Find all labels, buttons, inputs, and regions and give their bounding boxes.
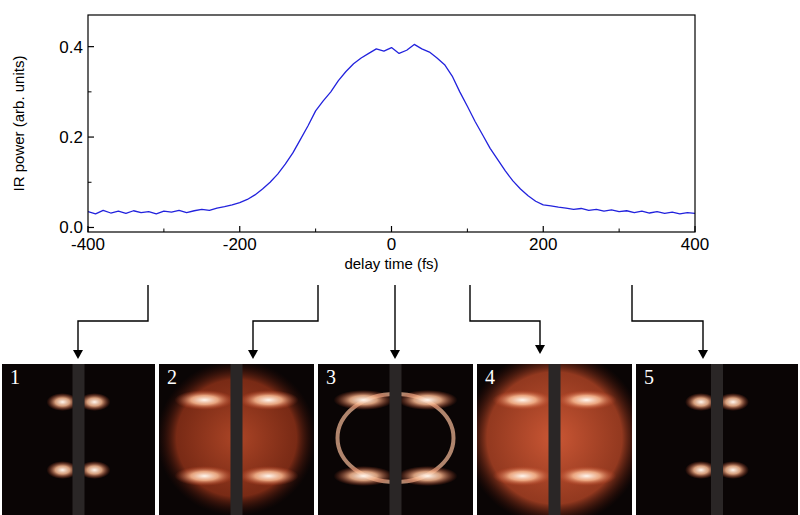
arrow <box>470 285 540 345</box>
x-minor-tick <box>619 229 620 233</box>
ir-power-line <box>88 44 695 214</box>
panel-label: 3 <box>326 366 336 388</box>
bright-lobe <box>239 466 299 486</box>
bright-lobe <box>334 390 394 410</box>
figure: -400 -200 0 200 400 0.0 0.2 0.4 delay time (fs) I… <box>0 0 800 515</box>
x-tick-label: 200 <box>529 235 557 254</box>
bright-lobe <box>398 466 458 486</box>
image-background <box>636 364 798 515</box>
y-minor-tick <box>88 182 92 183</box>
beam-block <box>231 364 243 515</box>
arrow-head <box>73 350 83 359</box>
glow <box>477 364 632 515</box>
bright-lobe <box>334 466 394 486</box>
panel-label: 1 <box>10 366 20 388</box>
bright-lobe <box>493 390 553 410</box>
diffraction-image <box>2 364 155 515</box>
bright-lobe <box>175 390 235 410</box>
bright-lobe <box>398 390 458 410</box>
arrow <box>78 285 148 350</box>
diffraction-image <box>636 364 798 515</box>
x-axis-title: delay time (fs) <box>344 255 438 272</box>
bright-lobe <box>175 466 235 486</box>
y-tick <box>88 136 94 137</box>
x-tick <box>239 226 240 232</box>
arrow-head <box>535 345 545 354</box>
x-minor-tick <box>163 229 164 233</box>
bright-lobe <box>493 466 553 486</box>
y-tick-label: 0.4 <box>59 38 83 57</box>
plot-area <box>88 44 695 214</box>
diffraction-image <box>318 364 473 515</box>
panel-label: 4 <box>485 366 495 388</box>
y-axis-title: IR power (arb. units) <box>10 56 27 192</box>
x-tick-label: -200 <box>223 235 257 254</box>
bright-lobe <box>557 466 617 486</box>
arrow <box>394 285 395 350</box>
beam-block <box>711 364 723 515</box>
image-background <box>2 364 155 515</box>
x-tick-label: 400 <box>681 235 709 254</box>
panel-label: 2 <box>167 366 177 388</box>
x-minor-tick <box>315 229 316 233</box>
x-tick <box>694 226 695 232</box>
beam-block <box>549 364 561 515</box>
arrow-head <box>698 350 708 359</box>
diffraction-image <box>159 364 314 515</box>
y-tick-label: 0.0 <box>59 218 83 237</box>
bright-lobe <box>557 390 617 410</box>
plot-frame <box>88 15 695 232</box>
beam-block <box>390 364 402 515</box>
y-tick-label: 0.2 <box>59 128 83 147</box>
arrow-head <box>248 350 258 359</box>
beam-block <box>73 364 85 515</box>
glow <box>159 364 314 515</box>
arrow <box>253 285 318 350</box>
arrow-head <box>390 350 400 359</box>
x-minor-tick <box>467 229 468 233</box>
y-tick <box>88 227 94 228</box>
arrow <box>632 285 703 350</box>
y-minor-tick <box>88 91 92 92</box>
bright-lobe <box>239 390 299 410</box>
panel-label: 5 <box>644 366 654 388</box>
x-tick <box>391 226 392 232</box>
x-tick-label: 0 <box>387 235 396 254</box>
x-tick <box>543 226 544 232</box>
image-background <box>318 364 473 515</box>
diffraction-image <box>477 364 632 515</box>
y-tick <box>88 46 94 47</box>
x-tick-label: -400 <box>71 235 105 254</box>
